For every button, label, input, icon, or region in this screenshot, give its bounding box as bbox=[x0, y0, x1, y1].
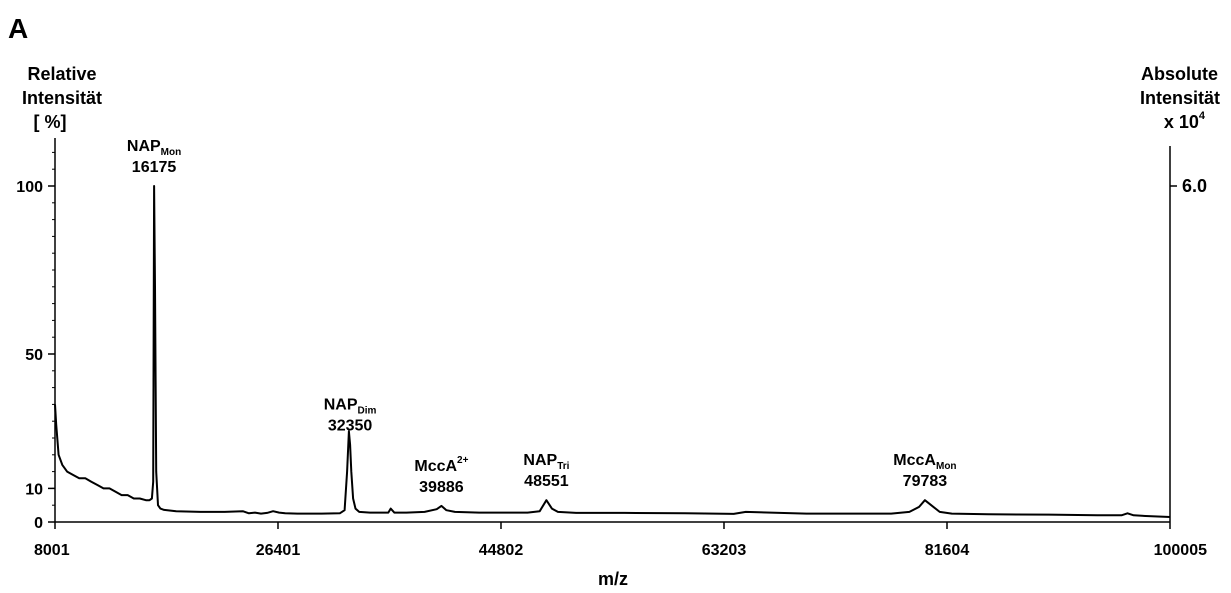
x-tick-label: 26401 bbox=[256, 542, 301, 559]
peak-name-subscript: Tri bbox=[557, 461, 569, 472]
x-tick-label: 63203 bbox=[702, 542, 747, 559]
x-tick-label: 81604 bbox=[925, 542, 970, 559]
peak-name-subscript: Mon bbox=[161, 147, 182, 158]
peak-name: NAPTri bbox=[523, 452, 569, 472]
peak-value: 16175 bbox=[132, 159, 177, 176]
x-tick-label: 100005 bbox=[1154, 542, 1207, 559]
peak-annotation: MccA2+ 39886 bbox=[414, 455, 468, 496]
y-tick-label: 50 bbox=[25, 347, 43, 364]
right-y-ticks: 6.0 bbox=[1170, 176, 1207, 196]
peak-name: NAPMon bbox=[127, 138, 181, 158]
peak-name-main: MccA bbox=[893, 452, 936, 469]
right-axis-title-exponent: 4 bbox=[1199, 110, 1206, 122]
right-y-tick-label: 6.0 bbox=[1182, 176, 1207, 196]
peak-name: MccA2+ bbox=[414, 455, 468, 475]
y-tick-label: 10 bbox=[25, 481, 43, 498]
x-axis-title: m/z bbox=[598, 569, 628, 589]
peak-name-subscript: Mon bbox=[936, 461, 957, 472]
peak-name-main: NAP bbox=[523, 452, 557, 469]
y-tick-label: 100 bbox=[16, 179, 43, 196]
peak-name-main: MccA bbox=[414, 458, 457, 475]
left-axis-title-line-2: Intensität bbox=[22, 88, 102, 108]
right-axis-title-text: x 10 bbox=[1164, 112, 1199, 132]
peak-annotations: NAPMon16175NAPDim32350MccA2+39886NAPTri4… bbox=[127, 138, 957, 496]
peak-value: 48551 bbox=[524, 473, 569, 490]
left-axis-title-line-1: Relative bbox=[27, 64, 96, 84]
peak-name-main: NAP bbox=[127, 138, 161, 155]
x-tick-label: 8001 bbox=[34, 542, 70, 559]
peak-value: 32350 bbox=[328, 418, 373, 435]
x-tick-label: 44802 bbox=[479, 542, 524, 559]
peak-value: 39886 bbox=[419, 479, 464, 496]
x-ticks: 8001 26401 44802 63203 81604 100005 bbox=[34, 522, 1207, 559]
left-axis-title-line-3: [ %] bbox=[34, 112, 67, 132]
peak-name-subscript: Dim bbox=[358, 406, 377, 417]
panel-label: A bbox=[8, 13, 28, 44]
right-axis-title-line-2: Intensität bbox=[1140, 88, 1220, 108]
right-axis-title-line-3: x 104 bbox=[1164, 110, 1206, 132]
right-axis-title: Absolute Intensität x 104 bbox=[1140, 64, 1220, 132]
peak-name-main: NAP bbox=[324, 397, 358, 414]
peak-name: MccAMon bbox=[893, 452, 956, 472]
peak-value: 79783 bbox=[903, 473, 948, 490]
y-tick-label: 0 bbox=[34, 515, 43, 532]
peak-name-superscript: 2+ bbox=[457, 455, 469, 466]
peak-name: NAPDim bbox=[324, 397, 377, 417]
right-axis-title-line-1: Absolute bbox=[1141, 64, 1218, 84]
y-ticks: 0 10 50 100 bbox=[16, 179, 55, 532]
spectrum-line bbox=[54, 185, 1171, 518]
left-axis-title: Relative Intensität [ %] bbox=[22, 64, 102, 132]
